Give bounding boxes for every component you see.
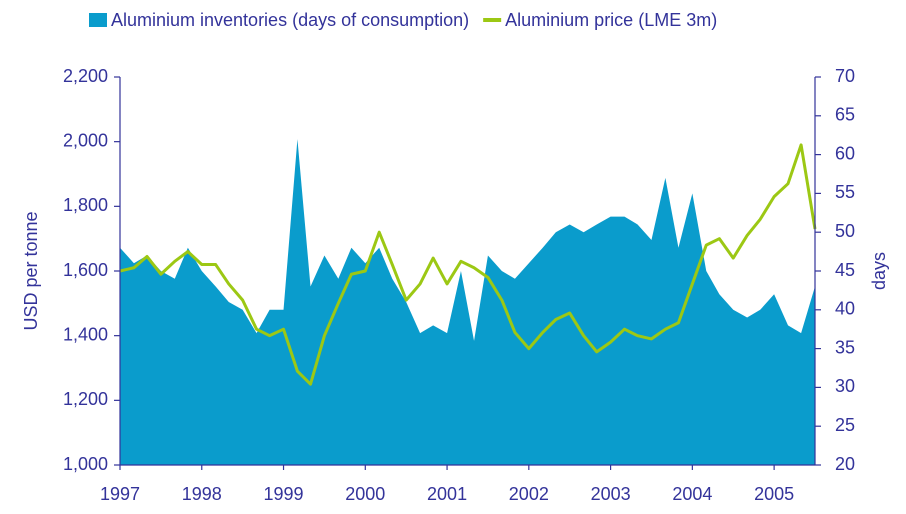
y2-tick-label: 35 bbox=[835, 337, 855, 357]
x-tick-label: 1998 bbox=[182, 484, 222, 504]
y2-tick-label: 30 bbox=[835, 376, 855, 396]
line bbox=[119, 143, 817, 386]
y2-tick-label: 40 bbox=[835, 299, 855, 319]
y2-tick-label: 65 bbox=[835, 105, 855, 125]
x-tick-label: 2000 bbox=[345, 484, 385, 504]
y2-tick-label: 60 bbox=[835, 143, 855, 163]
x-tick-label: 2004 bbox=[672, 484, 712, 504]
x-tick-label: 1997 bbox=[100, 484, 140, 504]
y-tick-label: 1,800 bbox=[63, 195, 108, 215]
legend-swatch bbox=[89, 13, 107, 27]
y2-tick-label: 70 bbox=[835, 66, 855, 86]
x-tick-label: 2005 bbox=[754, 484, 794, 504]
y-tick-label: 1,000 bbox=[63, 454, 108, 474]
legend-label: Aluminium price (LME 3m) bbox=[505, 10, 717, 30]
y-axis-label: USD per tonne bbox=[21, 211, 41, 330]
y2-axis-label: days bbox=[869, 252, 889, 290]
x-tick-label: 1999 bbox=[264, 484, 304, 504]
y2-tick-label: 45 bbox=[835, 260, 855, 280]
y2-tick-label: 20 bbox=[835, 454, 855, 474]
y-tick-label: 1,400 bbox=[63, 324, 108, 344]
x-tick-label: 2002 bbox=[509, 484, 549, 504]
x-tick-label: 2003 bbox=[591, 484, 631, 504]
y-tick-label: 2,000 bbox=[63, 130, 108, 150]
legend-label: Aluminium inventories (days of consumpti… bbox=[111, 10, 469, 30]
y-tick-label: 2,200 bbox=[63, 66, 108, 86]
y2-tick-label: 50 bbox=[835, 221, 855, 241]
x-tick-label: 2001 bbox=[427, 484, 467, 504]
y-tick-label: 1,600 bbox=[63, 260, 108, 280]
area bbox=[120, 139, 815, 465]
y2-tick-label: 55 bbox=[835, 182, 855, 202]
y2-tick-label: 25 bbox=[835, 415, 855, 435]
y-tick-label: 1,200 bbox=[63, 389, 108, 409]
